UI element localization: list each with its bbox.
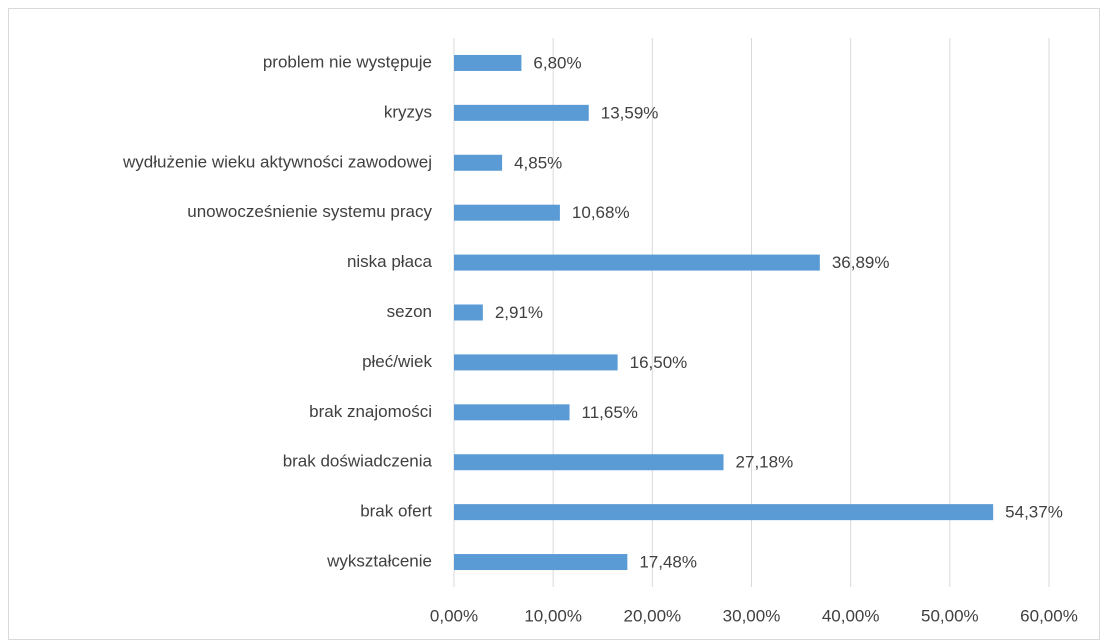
data-label: 6,80% (533, 53, 581, 72)
y-tick-label: brak doświadczenia (283, 452, 433, 471)
bar (454, 304, 483, 321)
data-label: 10,68% (572, 203, 630, 222)
bar (454, 54, 522, 71)
bar (454, 454, 724, 471)
data-label: 4,85% (514, 153, 562, 172)
data-label: 16,50% (630, 353, 688, 372)
bar (454, 254, 820, 271)
bar (454, 404, 570, 421)
x-tick-label: 0,00% (430, 606, 478, 625)
x-tick-label: 30,00% (723, 606, 781, 625)
y-tick-label: wykształcenie (326, 552, 432, 571)
bar (454, 554, 628, 571)
x-tick-label: 10,00% (524, 606, 582, 625)
data-label: 54,37% (1005, 503, 1063, 522)
x-tick-label: 50,00% (921, 606, 979, 625)
x-tick-label: 40,00% (822, 606, 880, 625)
y-tick-label: wydłużenie wieku aktywności zawodowej (122, 152, 432, 171)
y-tick-label: unowocześnienie systemu pracy (187, 202, 432, 221)
data-label: 36,89% (832, 253, 890, 272)
y-tick-label: kryzys (384, 102, 432, 121)
data-label: 27,18% (736, 453, 794, 472)
chart-frame (8, 8, 1100, 640)
y-tick-label: problem nie występuje (263, 52, 432, 71)
y-tick-label: sezon (387, 302, 432, 321)
y-tick-label: brak znajomości (309, 402, 432, 421)
y-tick-label: niska płaca (347, 252, 433, 271)
y-tick-label: płeć/wiek (362, 352, 432, 371)
data-label: 17,48% (639, 553, 697, 572)
bar (454, 204, 560, 221)
bar (454, 354, 618, 371)
bar (454, 504, 994, 521)
bar (454, 104, 589, 121)
data-label: 2,91% (495, 303, 543, 322)
y-tick-label: brak ofert (360, 502, 432, 521)
data-label: 13,59% (601, 103, 659, 122)
bar (454, 154, 503, 171)
x-tick-label: 20,00% (623, 606, 681, 625)
x-tick-label: 60,00% (1020, 606, 1078, 625)
data-label: 11,65% (582, 403, 638, 422)
